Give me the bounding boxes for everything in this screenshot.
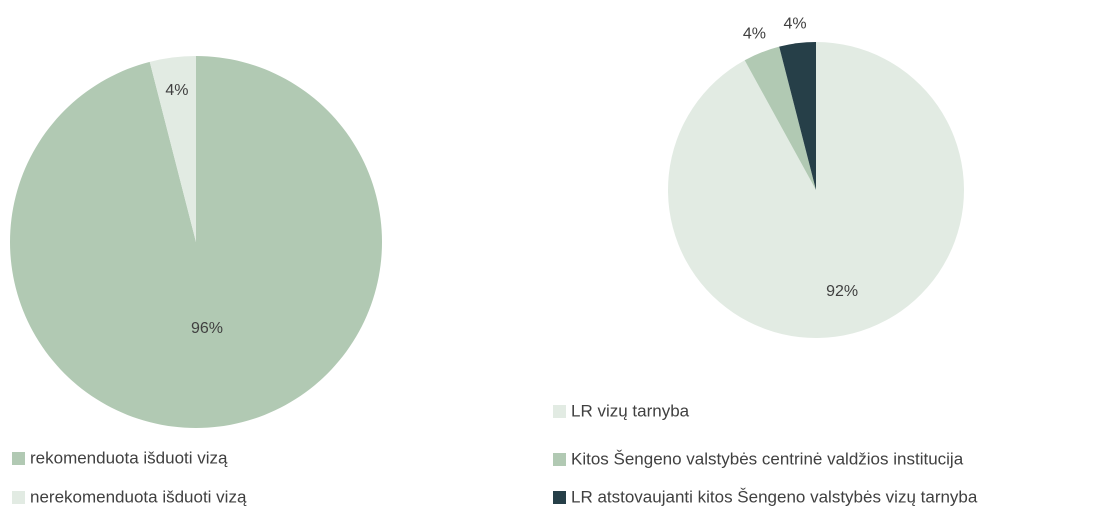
legend-swatch	[12, 491, 25, 504]
legend-swatch	[553, 491, 566, 504]
legend-label: LR vizų tarnyba	[571, 401, 690, 420]
legend-label: nerekomenduota išduoti vizą	[30, 487, 247, 506]
legend-label: LR atstovaujanti kitos Šengeno valstybės…	[571, 487, 978, 506]
legend-label: rekomenduota išduoti vizą	[30, 448, 228, 467]
legend-label: Kitos Šengeno valstybės centrinė valdžio…	[571, 449, 964, 468]
value-label: 92%	[826, 283, 858, 300]
value-label: 96%	[191, 320, 223, 337]
value-label: 4%	[743, 26, 766, 43]
legend-swatch	[553, 453, 566, 466]
legend-swatch	[12, 452, 25, 465]
pie-slice	[149, 56, 196, 242]
pie-slice	[9, 56, 382, 429]
value-label: 4%	[783, 15, 806, 32]
pie-slice	[779, 42, 816, 190]
value-label: 4%	[165, 82, 188, 99]
pie-slice	[744, 46, 816, 191]
legend-swatch	[553, 405, 566, 418]
